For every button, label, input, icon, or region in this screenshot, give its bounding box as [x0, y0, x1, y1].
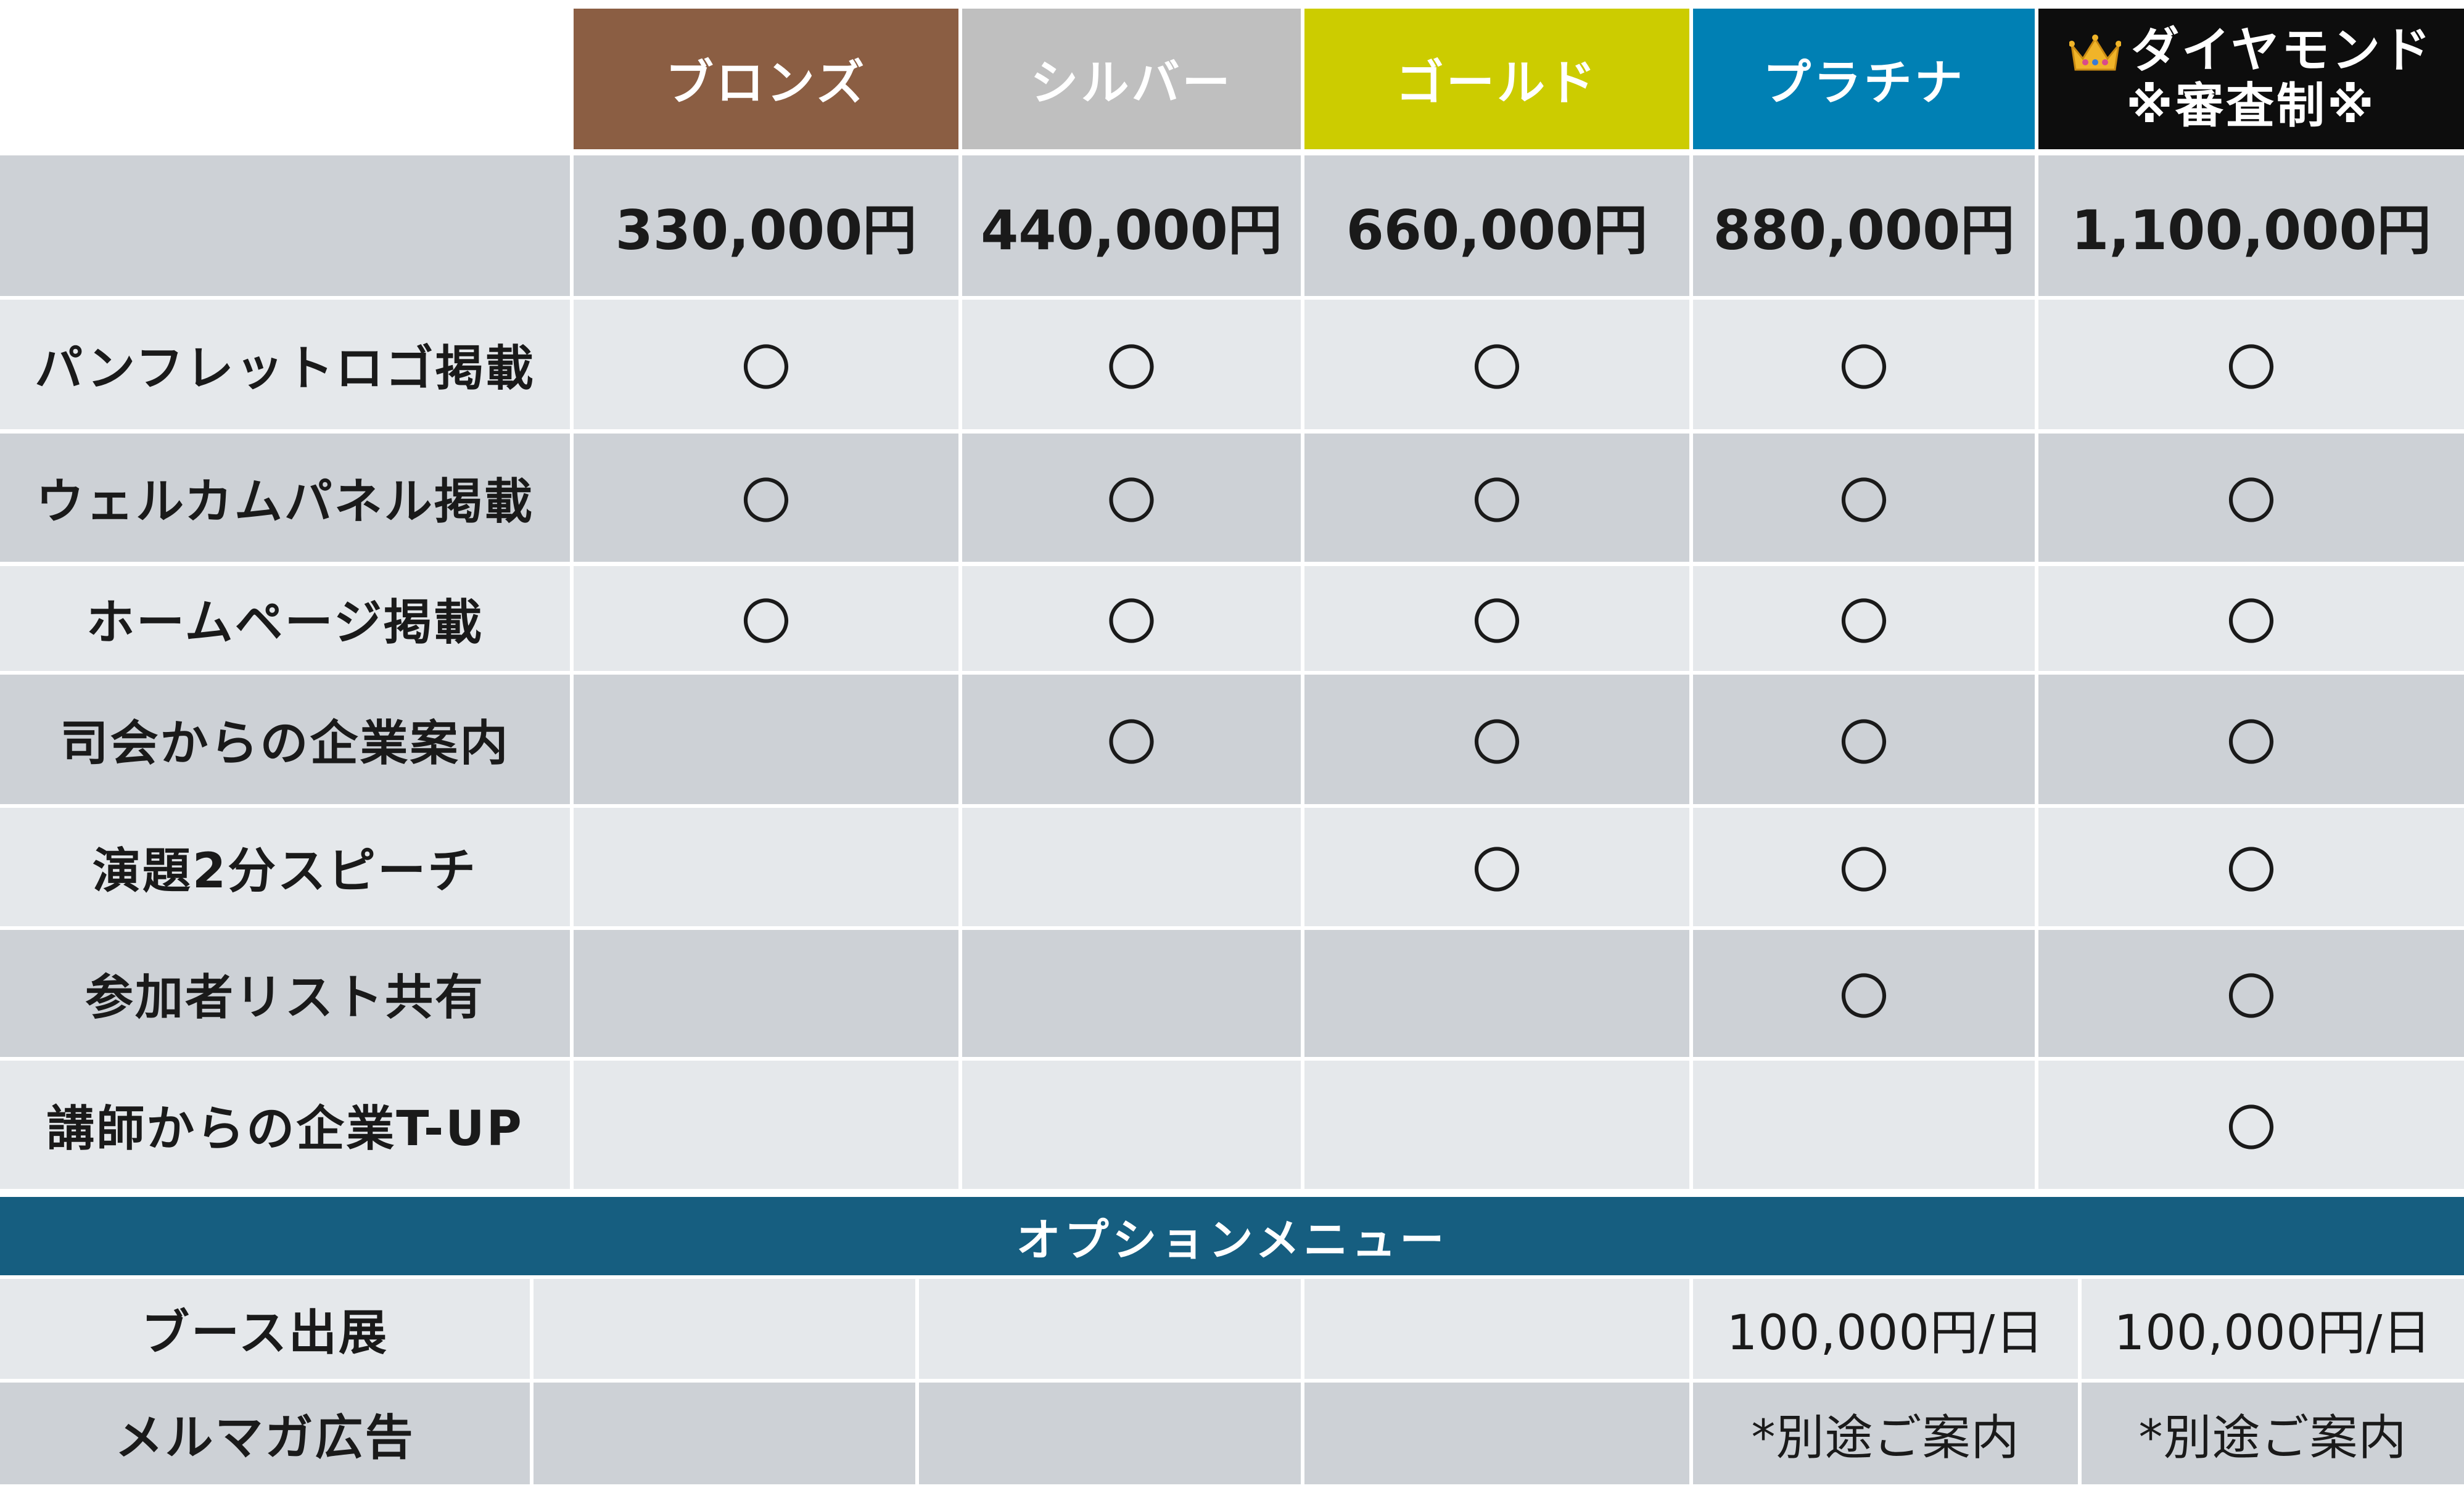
- price-cell: 1,100,000円: [2038, 155, 2464, 296]
- empty-cell: [534, 1383, 915, 1484]
- tier-name: ダイヤモンド: [2131, 23, 2433, 79]
- tier-header-diamond: ダイヤモンド ※審査制※: [2038, 9, 2464, 149]
- option-menu-header: オプションメニュー: [0, 1197, 2464, 1275]
- tier-header-0: ブロンズ: [574, 9, 958, 149]
- included-mark: 〇: [2038, 1061, 2464, 1189]
- option-value: *別途ご案内: [1693, 1383, 2078, 1484]
- included-mark: 〇: [574, 566, 958, 671]
- empty-cell: [1693, 1061, 2035, 1189]
- included-mark: 〇: [1304, 808, 1689, 926]
- included-mark: 〇: [1304, 675, 1689, 804]
- feature-label: ウェルカムパネル掲載: [0, 434, 570, 562]
- included-mark: 〇: [962, 675, 1301, 804]
- option-value: *別途ご案内: [2082, 1383, 2464, 1484]
- header-empty-cell: [0, 9, 570, 149]
- empty-cell: [919, 1383, 1301, 1484]
- empty-cell: [574, 1061, 958, 1189]
- price-cell: 660,000円: [1304, 155, 1689, 296]
- empty-cell: [919, 1279, 1301, 1379]
- feature-label: パンフレットロゴ掲載: [0, 300, 570, 429]
- included-mark: 〇: [1693, 808, 2035, 926]
- included-mark: 〇: [1693, 300, 2035, 429]
- included-mark: 〇: [962, 300, 1301, 429]
- feature-label: ホームページ掲載: [0, 566, 570, 671]
- empty-cell: [574, 675, 958, 804]
- tier-note: ※審査制※: [2126, 78, 2376, 134]
- included-mark: 〇: [962, 566, 1301, 671]
- included-mark: 〇: [574, 300, 958, 429]
- crown-icon: [2069, 34, 2122, 71]
- tier-header-1: シルバー: [962, 9, 1301, 149]
- tier-header-3: プラチナ: [1693, 9, 2035, 149]
- empty-cell: [962, 808, 1301, 926]
- option-label: ブース出展: [0, 1279, 530, 1379]
- included-mark: 〇: [2038, 434, 2464, 562]
- empty-cell: [534, 1279, 915, 1379]
- price-cell: 880,000円: [1693, 155, 2035, 296]
- included-mark: 〇: [2038, 930, 2464, 1057]
- empty-cell: [962, 1061, 1301, 1189]
- option-label: メルマガ広告: [0, 1383, 530, 1484]
- feature-label: 演題2分スピーチ: [0, 808, 570, 926]
- empty-cell: [1304, 1383, 1689, 1484]
- option-value: 100,000円/日: [2082, 1279, 2464, 1379]
- feature-label: 講師からの企業T-UP: [0, 1061, 570, 1189]
- empty-cell: [962, 930, 1301, 1057]
- feature-label: 参加者リスト共有: [0, 930, 570, 1057]
- option-value: 100,000円/日: [1693, 1279, 2078, 1379]
- included-mark: 〇: [2038, 675, 2464, 804]
- feature-label: 司会からの企業案内: [0, 675, 570, 804]
- included-mark: 〇: [1693, 675, 2035, 804]
- included-mark: 〇: [1693, 930, 2035, 1057]
- included-mark: 〇: [2038, 300, 2464, 429]
- included-mark: 〇: [1304, 300, 1689, 429]
- included-mark: 〇: [2038, 808, 2464, 926]
- empty-cell: [574, 930, 958, 1057]
- price-cell: 330,000円: [574, 155, 958, 296]
- empty-cell: [1304, 930, 1689, 1057]
- tier-name-line: ダイヤモンド: [2069, 23, 2433, 79]
- included-mark: 〇: [962, 434, 1301, 562]
- included-mark: 〇: [1304, 434, 1689, 562]
- included-mark: 〇: [2038, 566, 2464, 671]
- empty-cell: [1304, 1061, 1689, 1189]
- price-row-label: [0, 155, 570, 296]
- included-mark: 〇: [1693, 434, 2035, 562]
- included-mark: 〇: [574, 434, 958, 562]
- included-mark: 〇: [1304, 566, 1689, 671]
- tier-header-2: ゴールド: [1304, 9, 1689, 149]
- empty-cell: [574, 808, 958, 926]
- price-cell: 440,000円: [962, 155, 1301, 296]
- included-mark: 〇: [1693, 566, 2035, 671]
- empty-cell: [1304, 1279, 1689, 1379]
